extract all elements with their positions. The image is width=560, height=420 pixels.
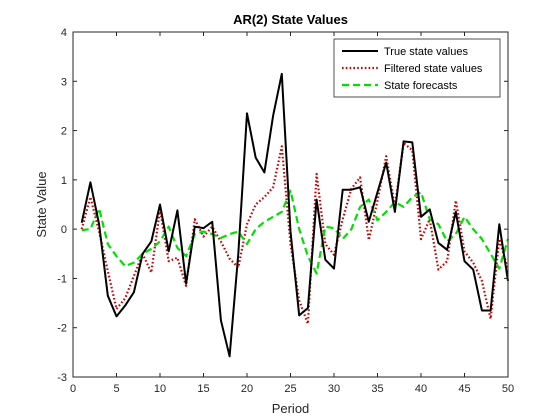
ticks-layer: 0 5 10 15 20 25 30 35 40 45 50 -3 -2 -1 0 1 2 3 4 <box>57 27 514 395</box>
y-tick-label: -1 <box>57 273 67 285</box>
y-tick-label: -3 <box>57 372 67 384</box>
series-layer <box>80 72 510 358</box>
x-tick-label: 25 <box>284 383 296 395</box>
x-tick-label: 5 <box>113 383 119 395</box>
y-tick-label: 3 <box>61 76 67 88</box>
x-tick-label: 10 <box>154 383 166 395</box>
x-tick-label: 40 <box>415 383 427 395</box>
legend-label-3: State forecasts <box>384 80 458 92</box>
x-axis-label: Period <box>272 401 310 416</box>
x-tick-label: 20 <box>241 383 253 395</box>
series-line-1 <box>80 72 509 358</box>
x-tick-label: 50 <box>502 383 514 395</box>
y-tick-label: -2 <box>57 323 67 335</box>
legend-label-2: Filtered state values <box>384 63 483 75</box>
y-tick-label: 0 <box>61 224 67 236</box>
y-axis-label: State Value <box>34 171 49 237</box>
y-tick-label: 2 <box>61 126 67 138</box>
x-tick-label: 15 <box>197 383 209 395</box>
legend-label-1: True state values <box>384 46 468 58</box>
series-line-2 <box>80 141 510 325</box>
y-tick-label: 4 <box>61 27 67 39</box>
y-tick-label: 1 <box>61 175 67 187</box>
chart-title: AR(2) State Values <box>233 12 348 27</box>
x-tick-label: 45 <box>458 383 470 395</box>
x-tick-label: 35 <box>371 383 383 395</box>
legend: True state values Filtered state values St… <box>333 38 501 98</box>
x-tick-label: 30 <box>328 383 340 395</box>
series-line-3 <box>81 189 510 275</box>
x-tick-label: 0 <box>70 383 76 395</box>
